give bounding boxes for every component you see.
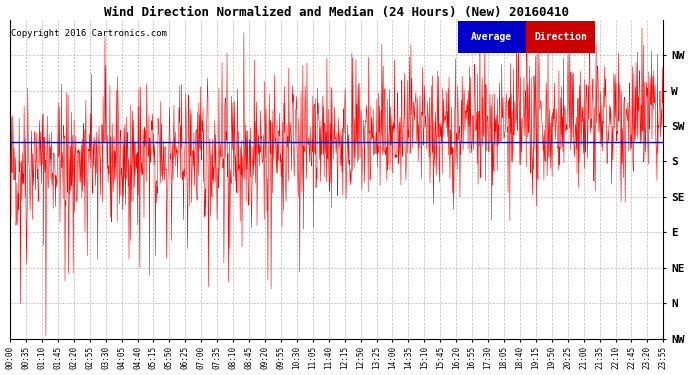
Text: Copyright 2016 Cartronics.com: Copyright 2016 Cartronics.com: [11, 29, 167, 38]
Title: Wind Direction Normalized and Median (24 Hours) (New) 20160410: Wind Direction Normalized and Median (24…: [104, 6, 569, 18]
Text: Average: Average: [471, 32, 513, 42]
FancyBboxPatch shape: [457, 21, 526, 53]
FancyBboxPatch shape: [526, 21, 595, 53]
Text: Direction: Direction: [534, 32, 587, 42]
